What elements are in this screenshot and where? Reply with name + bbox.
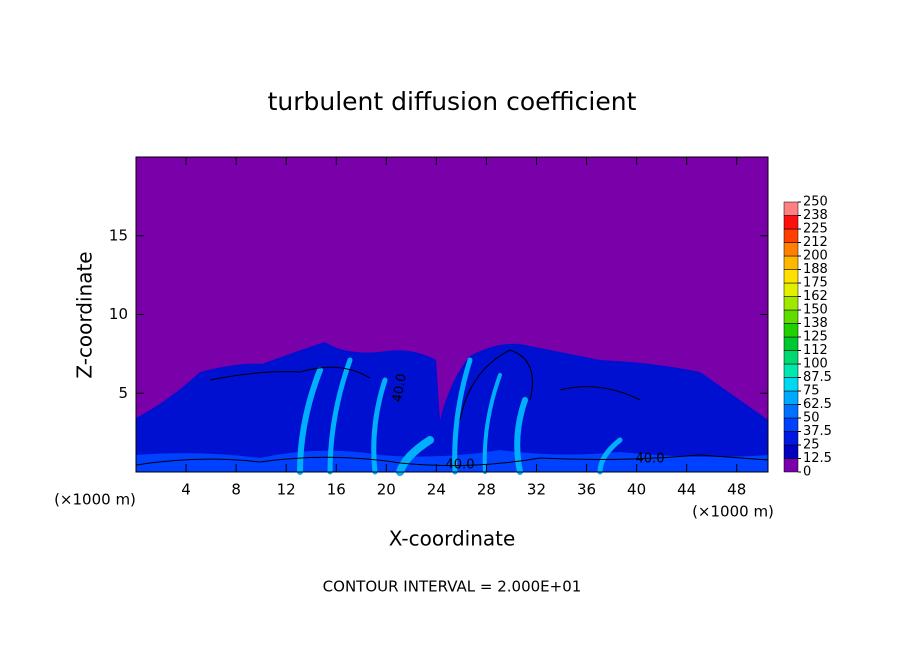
colorbar-segment xyxy=(783,417,799,432)
x-tick-label: 4 xyxy=(181,481,191,499)
contour-label: 40.0 xyxy=(636,452,665,467)
field-streak xyxy=(597,437,623,475)
colorbar-segment xyxy=(783,228,799,243)
field-streak xyxy=(396,436,434,476)
colorbar-segment xyxy=(783,377,799,392)
contour-label: 40.0 xyxy=(390,372,410,403)
colorbar-label: 75 xyxy=(803,384,820,399)
field-band xyxy=(136,450,768,472)
chart-title: turbulent diffusion coefficient xyxy=(268,87,637,116)
colorbar-label: 100 xyxy=(803,357,828,372)
x-tick-label: 32 xyxy=(527,481,546,499)
colorbar-segment xyxy=(783,458,799,473)
x-tick-label: 44 xyxy=(677,481,696,499)
field-streak xyxy=(297,367,323,475)
field: 40.0 40.0 40.0 xyxy=(135,157,769,476)
colorbar-label: 175 xyxy=(803,276,828,291)
colorbar-label: 200 xyxy=(803,249,828,264)
colorbar-label: 50 xyxy=(803,411,820,426)
colorbar-label: 250 xyxy=(803,195,828,210)
x-tick-label: 40 xyxy=(627,481,646,499)
x-tick-label: 48 xyxy=(727,481,746,499)
field-streak xyxy=(482,373,502,474)
colorbar-segment xyxy=(783,431,799,446)
colorbar-label: 162 xyxy=(803,289,828,304)
colorbar-segment xyxy=(783,350,799,365)
colorbar-label: 150 xyxy=(803,303,828,318)
colorbar-label: 238 xyxy=(803,208,828,223)
x-tick-label: 16 xyxy=(327,481,346,499)
field-streak xyxy=(452,357,473,475)
x-unit: (×1000 m) xyxy=(692,503,774,521)
colorbar-label: 62.5 xyxy=(803,397,832,412)
field-streak xyxy=(371,377,388,475)
y-unit: (×1000 m) xyxy=(54,491,136,509)
colorbar-label: 0 xyxy=(803,465,811,480)
field-streak xyxy=(327,357,353,475)
x-tick-label: 12 xyxy=(277,481,296,499)
footer: CONTOUR INTERVAL = 2.000E+01 xyxy=(323,578,582,596)
field-streak xyxy=(514,397,528,475)
colorbar-label: 112 xyxy=(803,343,828,358)
x-tick-label: 36 xyxy=(577,481,596,499)
colorbar-label: 225 xyxy=(803,222,828,237)
y-axis-label: Z-coordinate xyxy=(73,251,97,378)
colorbar-segment xyxy=(783,309,799,324)
colorbar-label: 37.5 xyxy=(803,424,832,439)
field-region xyxy=(136,342,768,472)
x-axis-label: X-coordinate xyxy=(389,527,516,551)
colorbar-segment xyxy=(783,269,799,284)
colorbar-label: 25 xyxy=(803,438,820,453)
colorbar-segment xyxy=(783,296,799,311)
colorbar-label: 188 xyxy=(803,262,828,277)
colorbar-segment xyxy=(783,201,799,216)
x-tick-label: 24 xyxy=(427,481,446,499)
colorbar-segment xyxy=(783,404,799,419)
colorbar-segment xyxy=(783,444,799,459)
y-tick-label: 10 xyxy=(109,305,128,323)
colorbar-segment xyxy=(783,363,799,378)
colorbar-segment xyxy=(783,323,799,338)
colorbar-label: 212 xyxy=(803,235,828,250)
colorbar-segment xyxy=(783,282,799,297)
colorbar-label: 125 xyxy=(803,330,828,345)
y-tick-label: 5 xyxy=(118,384,128,402)
colorbar-segment xyxy=(783,242,799,257)
x-tick-label: 8 xyxy=(231,481,241,499)
colorbar-label: 12.5 xyxy=(803,451,832,466)
x-tick-label: 28 xyxy=(477,481,496,499)
colorbar-segment xyxy=(783,255,799,270)
colorbar-segment xyxy=(783,390,799,405)
contour-label: 40.0 xyxy=(446,458,475,473)
colorbar-segment xyxy=(783,215,799,230)
colorbar-segment xyxy=(783,336,799,351)
x-tick-label: 20 xyxy=(377,481,396,499)
colorbar-label: 138 xyxy=(803,316,828,331)
y-tick-label: 15 xyxy=(109,226,128,244)
contour-line xyxy=(135,349,769,467)
colorbar-label: 87.5 xyxy=(803,370,832,385)
